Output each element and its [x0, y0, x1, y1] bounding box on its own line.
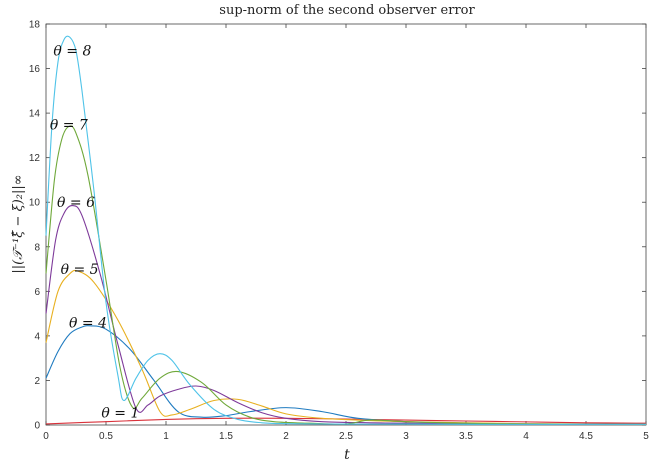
x-tick-label: 1.5 [219, 431, 233, 442]
series-annotation: θ = 1 [101, 406, 139, 422]
y-tick-label: 6 [34, 287, 40, 298]
annotations: θ = 8 θ = 7 θ = 6 θ = 5 θ = 4 θ = 1 [50, 44, 140, 422]
plot-frame [45, 23, 647, 426]
x-tick-label: 3 [403, 431, 409, 442]
x-tick-label: 5 [643, 431, 649, 442]
series-line-theta-7 [45, 125, 647, 425]
y-tick-label: 10 [29, 198, 41, 209]
series-line-theta-6 [45, 205, 647, 425]
y-tick-label: 12 [29, 153, 41, 164]
series-annotation: θ = 7 [50, 117, 88, 133]
series-annotation: θ = 5 [61, 262, 99, 278]
x-tick-label: 4 [523, 431, 529, 442]
x-tick-label: 4.5 [579, 431, 593, 442]
x-tick-label: 1 [163, 431, 169, 442]
series-line-theta-5 [45, 269, 647, 425]
series-annotation: θ = 6 [57, 195, 95, 211]
series-annotation: θ = 4 [69, 316, 107, 332]
x-tick-label: 0 [43, 431, 49, 442]
series-annotation: θ = 8 [53, 44, 91, 60]
x-tick-label: 2 [283, 431, 289, 442]
series-line-theta-8 [45, 35, 646, 425]
x-tick-label: 0.5 [99, 431, 113, 442]
y-tick-label: 8 [34, 242, 40, 253]
y-tick-label: 18 [29, 20, 41, 31]
series-line-theta-1 [45, 417, 647, 425]
y-tick-label: 4 [34, 331, 40, 342]
x-tick-label: 3.5 [459, 431, 473, 442]
series-lines [45, 35, 647, 425]
y-tick-label: 2 [34, 376, 40, 387]
x-tick-label: 2.5 [339, 431, 353, 442]
y-tick-label: 16 [29, 64, 41, 75]
chart-title: sup-norm of the second observer error [219, 3, 475, 18]
y-axis-label: ||(𝒯⁻¹ξ̂ − ξ)₂||∞ [11, 174, 26, 273]
y-tick-label: 14 [29, 109, 41, 120]
y-tick-label: 0 [34, 421, 40, 432]
axis-ticks: 0 0.5 1 1.5 2 2.5 3 3.5 4 4.5 5 0 2 4 6 8 10 12 14 16 18 [29, 20, 649, 443]
x-axis-label: t [344, 447, 350, 463]
